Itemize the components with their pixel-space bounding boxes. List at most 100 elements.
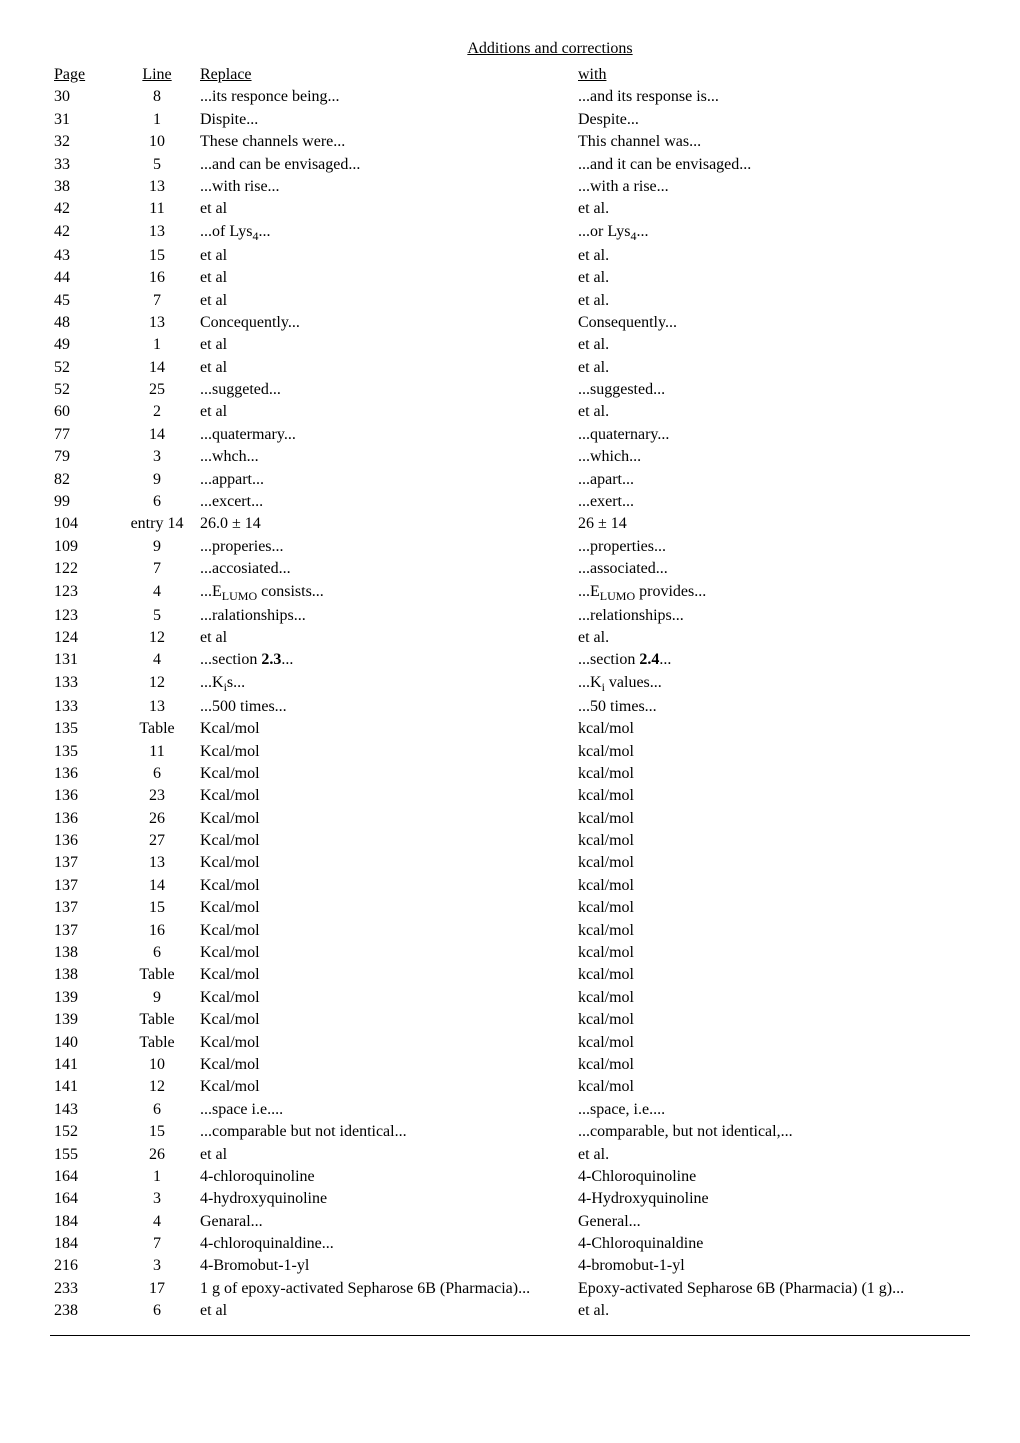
cell-replace: ...section 2.3... [196, 649, 574, 671]
cell-replace: Kcal/mol [196, 1054, 574, 1076]
cell-page: 45 [50, 290, 118, 312]
cell-line: 6 [118, 491, 196, 513]
cell-page: 136 [50, 785, 118, 807]
table-row: 140TableKcal/molkcal/mol [50, 1032, 970, 1054]
cell-replace: Kcal/mol [196, 964, 574, 986]
cell-with: kcal/mol [574, 718, 970, 740]
cell-with: ...and it can be envisaged... [574, 154, 970, 176]
cell-line: 11 [118, 741, 196, 763]
cell-with: et al. [574, 290, 970, 312]
cell-line: 8 [118, 86, 196, 108]
cell-replace: These channels were... [196, 131, 574, 153]
table-row: 4211et alet al. [50, 198, 970, 220]
cell-page: 133 [50, 672, 118, 696]
cell-line: 5 [118, 605, 196, 627]
cell-replace: ...of Lys4... [196, 221, 574, 245]
cell-line: 7 [118, 290, 196, 312]
cell-line: 11 [118, 198, 196, 220]
cell-replace: Kcal/mol [196, 718, 574, 740]
cell-page: 131 [50, 649, 118, 671]
cell-replace: 1 g of epoxy-activated Sepharose 6B (Pha… [196, 1278, 574, 1300]
cell-replace: Kcal/mol [196, 830, 574, 852]
cell-line: 9 [118, 536, 196, 558]
header-with: with [574, 64, 970, 86]
cell-replace: et al [196, 334, 574, 356]
cell-replace: Kcal/mol [196, 897, 574, 919]
cell-page: 38 [50, 176, 118, 198]
cell-page: 140 [50, 1032, 118, 1054]
table-row: 15215...comparable but not identical....… [50, 1121, 970, 1143]
cell-replace: Kcal/mol [196, 763, 574, 785]
cell-line: 3 [118, 446, 196, 468]
table-row: 602et alet al. [50, 401, 970, 423]
cell-replace: Kcal/mol [196, 875, 574, 897]
cell-replace: 4-hydroxyquinoline [196, 1188, 574, 1210]
cell-line: 6 [118, 1300, 196, 1322]
cell-with: ...properties... [574, 536, 970, 558]
cell-line: 14 [118, 357, 196, 379]
cell-replace: Dispite... [196, 109, 574, 131]
cell-page: 138 [50, 942, 118, 964]
cell-page: 122 [50, 558, 118, 580]
cell-page: 82 [50, 469, 118, 491]
cell-replace: ...accosiated... [196, 558, 574, 580]
cell-page: 136 [50, 808, 118, 830]
table-row: 4813Concequently...Consequently... [50, 312, 970, 334]
table-row: 13312...Kis......Ki values... [50, 672, 970, 696]
cell-with: kcal/mol [574, 1054, 970, 1076]
corrections-table: Page Line Replace with 308...its responc… [50, 64, 970, 1323]
cell-line: 9 [118, 987, 196, 1009]
table-row: 308...its responce being......and its re… [50, 86, 970, 108]
cell-with: 26 ± 14 [574, 513, 970, 535]
cell-line: 10 [118, 131, 196, 153]
cell-page: 79 [50, 446, 118, 468]
cell-page: 137 [50, 897, 118, 919]
cell-with: kcal/mol [574, 964, 970, 986]
table-row: 7714...quatermary......quaternary... [50, 424, 970, 446]
cell-page: 52 [50, 357, 118, 379]
cell-with: ...exert... [574, 491, 970, 513]
cell-line: 4 [118, 1211, 196, 1233]
table-row: 13623Kcal/molkcal/mol [50, 785, 970, 807]
cell-line: 4 [118, 581, 196, 605]
cell-replace: Kcal/mol [196, 1009, 574, 1031]
table-row: 311Dispite...Despite... [50, 109, 970, 131]
cell-line: 13 [118, 221, 196, 245]
cell-replace: ...ralationships... [196, 605, 574, 627]
cell-with: 4-Hydroxyquinoline [574, 1188, 970, 1210]
table-row: 1399Kcal/molkcal/mol [50, 987, 970, 1009]
cell-line: 15 [118, 897, 196, 919]
table-row: 13313...500 times......50 times... [50, 696, 970, 718]
cell-with: kcal/mol [574, 1032, 970, 1054]
cell-with: ...suggested... [574, 379, 970, 401]
cell-page: 233 [50, 1278, 118, 1300]
cell-with: ...relationships... [574, 605, 970, 627]
cell-page: 52 [50, 379, 118, 401]
cell-page: 44 [50, 267, 118, 289]
cell-with: kcal/mol [574, 897, 970, 919]
cell-line: 15 [118, 1121, 196, 1143]
cell-line: 5 [118, 154, 196, 176]
cell-with: kcal/mol [574, 920, 970, 942]
cell-replace: ...properies... [196, 536, 574, 558]
table-row: 13715Kcal/molkcal/mol [50, 897, 970, 919]
cell-with: et al. [574, 334, 970, 356]
cell-replace: ...Kis... [196, 672, 574, 696]
cell-with: et al. [574, 198, 970, 220]
table-row: 1234...ELUMO consists......ELUMO provide… [50, 581, 970, 605]
table-row: 1314...section 2.3......section 2.4... [50, 649, 970, 671]
table-row: 13713Kcal/molkcal/mol [50, 852, 970, 874]
cell-page: 137 [50, 920, 118, 942]
table-row: 4315et alet al. [50, 245, 970, 267]
cell-page: 138 [50, 964, 118, 986]
cell-with: ...and its response is... [574, 86, 970, 108]
cell-line: 16 [118, 920, 196, 942]
cell-line: 1 [118, 109, 196, 131]
cell-with: ...with a rise... [574, 176, 970, 198]
table-row: 16414-chloroquinoline4-Chloroquinoline [50, 1166, 970, 1188]
cell-page: 184 [50, 1211, 118, 1233]
cell-with: General... [574, 1211, 970, 1233]
cell-line: 1 [118, 1166, 196, 1188]
cell-line: 13 [118, 696, 196, 718]
cell-line: 13 [118, 312, 196, 334]
